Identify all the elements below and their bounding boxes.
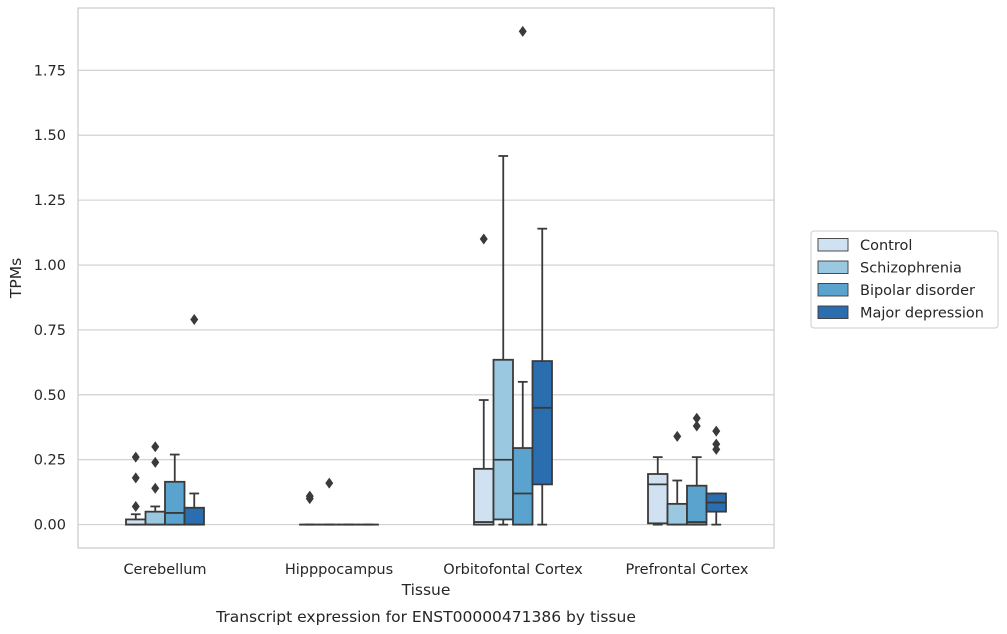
outlier-point <box>151 441 160 453</box>
legend: Control Schizophrenia Bipolar disorder Majo… <box>810 230 999 329</box>
y-tick-label: 1.00 <box>34 258 66 274</box>
legend-label: Control <box>860 238 912 254</box>
box-major-depression <box>705 425 727 526</box>
x-axis-title: Tissue <box>401 581 451 599</box>
box-iqr <box>531 360 553 486</box>
legend-frame <box>810 230 999 329</box>
box-schizophrenia <box>144 441 166 526</box>
legend-swatch <box>817 305 849 319</box>
box-major-depression <box>183 314 205 526</box>
outlier-point <box>325 477 334 489</box>
outlier-point <box>190 314 199 326</box>
box-iqr <box>164 480 186 526</box>
y-tick-label: 0.25 <box>34 453 66 469</box>
box-iqr <box>183 506 205 526</box>
box-iqr <box>492 358 514 521</box>
outlier-point <box>692 420 701 432</box>
x-tick-label: Cerebellum <box>123 562 206 578</box>
outlier-point <box>151 482 160 494</box>
legend-label: Major depression <box>860 306 984 322</box>
legend-swatch <box>817 238 849 252</box>
y-axis-title: TPMs <box>7 258 25 299</box>
legend-swatch <box>817 283 849 297</box>
outlier-point <box>692 412 701 424</box>
outlier-point <box>131 451 140 463</box>
outlier-point <box>518 25 527 37</box>
box-iqr <box>144 510 166 526</box>
box-schizophrenia <box>492 155 514 526</box>
outlier-point <box>305 490 314 502</box>
box-iqr <box>647 473 669 525</box>
outlier-point <box>712 438 721 450</box>
y-tick-label: 1.50 <box>34 128 66 144</box>
box-bipolar-disorder <box>686 412 708 526</box>
box-bipolar-disorder <box>164 453 186 526</box>
legend-label: Schizophrenia <box>860 261 962 277</box>
outlier-point <box>712 425 721 437</box>
plot-frame <box>77 7 775 549</box>
y-tick-label: 0.75 <box>34 323 66 339</box>
x-tick-labels: Cerebellum Hipppocampus Orbitofontal Corte… <box>123 562 748 578</box>
x-tick-label: Hipppocampus <box>285 562 393 578</box>
legend-swatch <box>817 260 849 274</box>
x-tick-label: Orbitofontal Cortex <box>443 562 583 578</box>
box-iqr <box>512 447 534 526</box>
box-bipolar-disorder <box>512 25 534 526</box>
box-major-depression <box>531 227 553 526</box>
y-tick-label: 1.75 <box>34 63 66 79</box>
legend-label: Bipolar disorder <box>860 283 975 299</box>
box-iqr <box>666 502 688 526</box>
box-iqr <box>686 484 708 526</box>
outlier-point <box>151 456 160 468</box>
x-tick-label: Prefrontal Cortex <box>626 562 749 578</box>
box-iqr <box>473 467 495 526</box>
outlier-point <box>131 500 140 512</box>
box-control <box>647 456 669 526</box>
y-tick-label: 0.00 <box>34 518 66 534</box>
box-plot-marks <box>125 25 727 526</box>
y-tick-label: 0.50 <box>34 388 66 404</box>
outlier-point <box>673 430 682 442</box>
figure-caption: Transcript expression for ENST0000047138… <box>215 608 636 626</box>
y-tick-label: 1.25 <box>34 193 66 209</box>
box-control <box>125 451 147 526</box>
y-tick-labels: 0.00 0.25 0.50 0.75 1.00 1.25 1.50 1.75 <box>34 63 66 533</box>
outlier-point <box>131 472 140 484</box>
outlier-point <box>479 233 488 245</box>
